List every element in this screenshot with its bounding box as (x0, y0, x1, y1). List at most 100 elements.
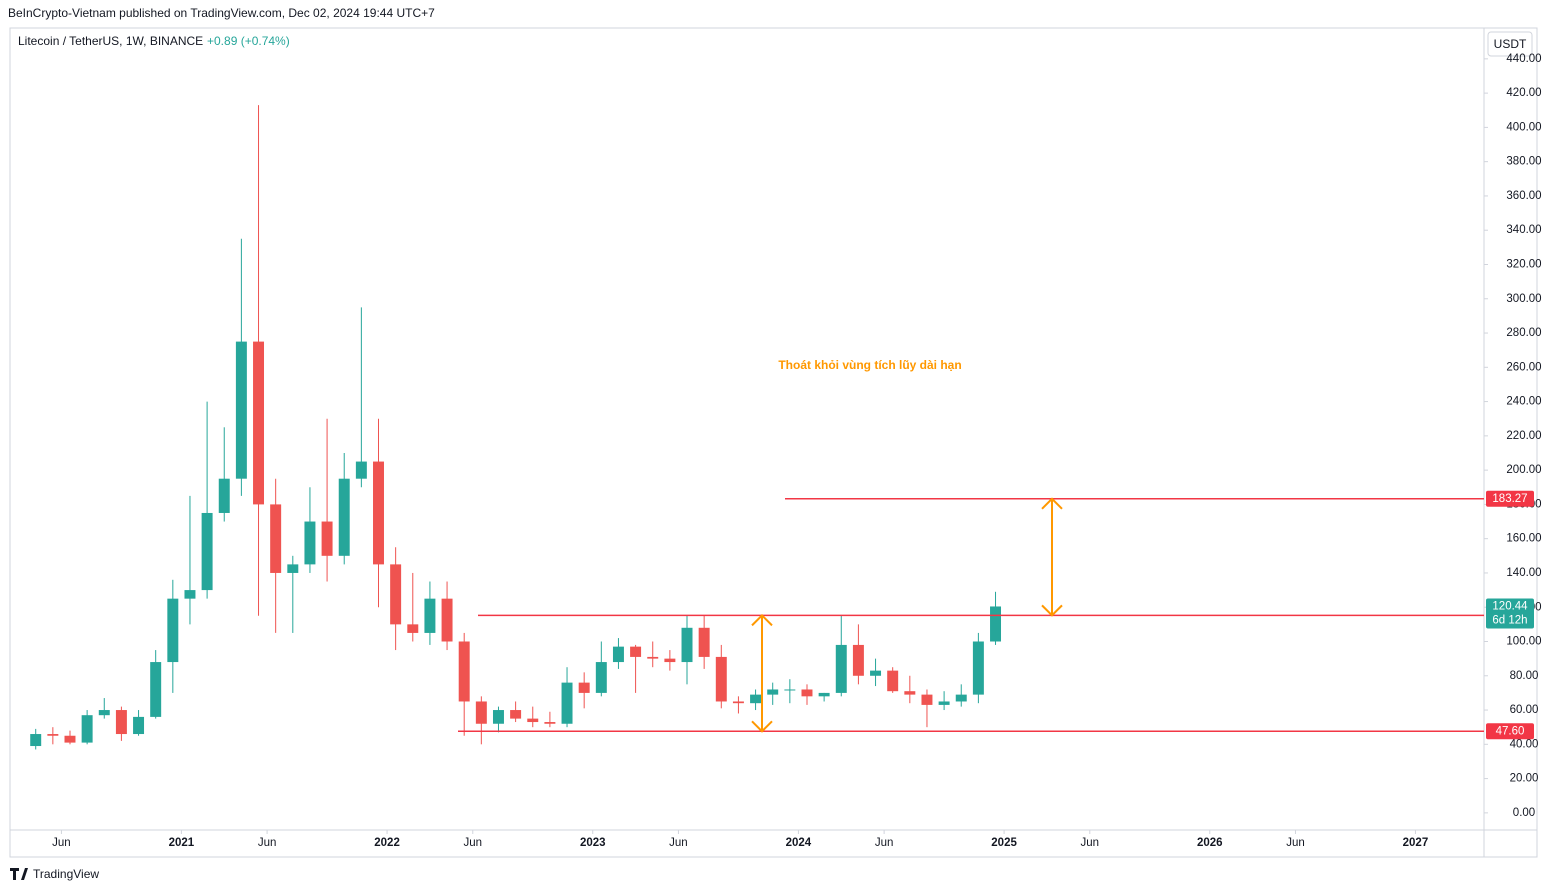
candle-body (458, 641, 470, 702)
candle-body (852, 644, 864, 676)
y-tick-label: 380.00 (1506, 156, 1541, 168)
candle-body (561, 682, 573, 724)
candle-body (784, 689, 796, 691)
candle-body (390, 564, 402, 625)
change: +0.89 (+0.74%) (207, 34, 290, 48)
candle-body (201, 512, 213, 591)
candle-body (441, 598, 453, 642)
countdown: 6d 12h (1492, 614, 1527, 626)
candle-body (150, 662, 162, 717)
frame (9, 27, 1538, 858)
candle-body (407, 624, 419, 633)
y-tick-label: 140.00 (1506, 567, 1541, 579)
y-tick-label: 260.00 (1506, 361, 1541, 373)
y-tick-label: 20.00 (1510, 773, 1539, 785)
candle-body (527, 718, 539, 723)
x-tick-label: Jun (669, 837, 688, 849)
candle-body (218, 478, 230, 513)
y-tick-label: 240.00 (1506, 396, 1541, 408)
candle-body (47, 734, 59, 736)
candle-body (972, 641, 984, 695)
candle-body (321, 521, 333, 556)
candle-body (81, 715, 93, 743)
x-tick-label: 2027 (1403, 837, 1429, 849)
x-tick-label: Jun (52, 837, 71, 849)
candle-body (64, 735, 76, 743)
x-tick-label: 2022 (374, 837, 400, 849)
x-tick-label: Jun (1286, 837, 1305, 849)
y-tick-label: 400.00 (1506, 121, 1541, 133)
footer: TradingView (33, 867, 99, 881)
candle-body (887, 670, 899, 692)
candle-body (647, 656, 659, 659)
x-tick-label: 2023 (580, 837, 606, 849)
currency-button[interactable] (1487, 31, 1533, 57)
x-tick-label: 2024 (786, 837, 812, 849)
candle-body (424, 598, 436, 633)
plot (30, 105, 1002, 750)
level-label: 183.27 (1492, 493, 1527, 505)
x-tick-label: Jun (875, 837, 894, 849)
level-tag (1486, 723, 1534, 740)
candle-body (355, 461, 367, 479)
range-arrow (751, 613, 773, 733)
x-tick-label: Jun (258, 837, 277, 849)
candle-body (818, 692, 830, 697)
candle-body (767, 689, 779, 695)
y-tick-label: 40.00 (1510, 738, 1539, 750)
candle-body (904, 691, 916, 695)
candle-body (98, 710, 110, 716)
header: BeInCrypto-Vietnam published on TradingV… (8, 6, 435, 20)
y-tick-label: 320.00 (1506, 259, 1541, 271)
y-tick-label: 340.00 (1506, 224, 1541, 236)
candle-body (612, 646, 624, 663)
candle-body (578, 682, 590, 693)
price-label: 120.44 (1492, 600, 1528, 612)
candle-body (664, 658, 676, 663)
candle-body (492, 710, 504, 724)
tv-logo (10, 868, 28, 880)
candle-body (167, 598, 179, 663)
y-tick-label: 420.00 (1506, 87, 1541, 99)
y-tick-label: 360.00 (1506, 190, 1541, 202)
candle-body (235, 341, 247, 479)
candle-body (715, 656, 727, 702)
level-label: 47.60 (1496, 725, 1525, 737)
y-tick-label: 220.00 (1506, 430, 1541, 442)
candle-body (373, 461, 384, 565)
candle-body (510, 710, 522, 719)
candle-body (990, 606, 1002, 642)
candle-body (732, 701, 744, 704)
y-tick-label: 280.00 (1506, 327, 1541, 339)
candle-body (938, 701, 950, 705)
candle-body (184, 590, 196, 599)
candle-body (801, 689, 813, 697)
y-tick-label: 0.00 (1513, 807, 1535, 819)
candle-body (115, 710, 127, 735)
candle-body (544, 722, 556, 724)
x-tick-label: 2025 (991, 837, 1017, 849)
candle-body (681, 627, 693, 663)
candle-body (630, 646, 642, 657)
x-tick-label: 2026 (1197, 837, 1223, 849)
annotation: Thoát khỏi vùng tích lũy dài hạn (778, 358, 961, 372)
y-tick-label: 440.00 (1506, 53, 1541, 65)
level-tag (1486, 490, 1534, 507)
symbol: Litecoin / TetherUS, 1W, BINANCE (18, 34, 203, 48)
y-tick-label: 80.00 (1510, 670, 1539, 682)
candle-body (698, 627, 710, 657)
candle-body (870, 670, 882, 676)
candle-body (338, 478, 350, 556)
candle-body (287, 564, 299, 573)
candle-body (750, 694, 762, 704)
y-tick-label: 100.00 (1506, 636, 1541, 648)
price-tag (1486, 598, 1534, 629)
x-tick-label: Jun (1081, 837, 1100, 849)
candle-body (955, 694, 967, 702)
candle-body (30, 734, 42, 747)
y-tick-label: 60.00 (1510, 704, 1539, 716)
x-tick-label: 2021 (169, 837, 195, 849)
currency[interactable]: USDT (1494, 37, 1527, 51)
candle-body (921, 694, 933, 705)
